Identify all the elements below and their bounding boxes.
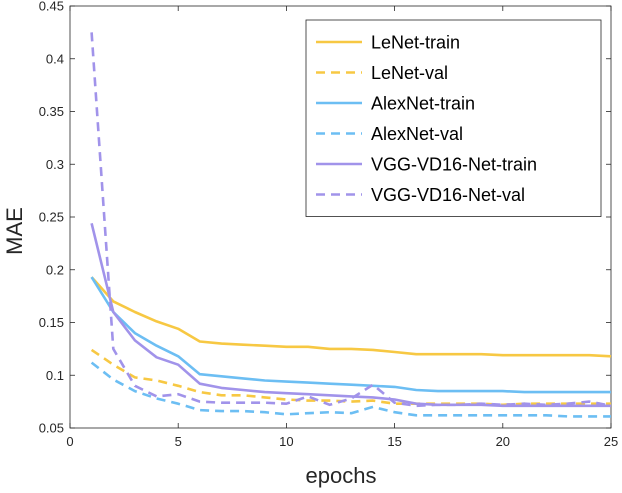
x-tick-label: 5 [175,434,182,449]
series-line-vgg-vd16-net-val [90,32,612,408]
legend-label: AlexNet-val [371,124,463,144]
y-tick-label: 0.35 [39,104,64,119]
y-tick-label: 0.05 [39,421,64,436]
y-tick-label: 0.25 [39,210,64,225]
x-tick-label: 0 [66,434,73,449]
series-line-alexnet-train [90,276,611,394]
legend-label: VGG-VD16-Net-val [371,185,525,205]
tick-layer: 0 5 10 15 20 25 0.05 0.1 0.15 0.2 0.25 0.3 0.35 0.4 0.… [39,0,619,449]
x-axis-title: epochs [306,463,377,488]
x-tick-label: 25 [604,434,618,449]
legend-label: LeNet-train [371,33,460,53]
series-layer [90,32,612,418]
y-tick-label: 0.1 [46,368,64,383]
y-tick-label: 0.3 [46,157,64,172]
legend: LeNet-train LeNet-val AlexNet-train AlexNet… [305,19,602,217]
series-line-lenet-train [90,276,612,358]
y-axis-title: MAE [2,207,27,255]
series-line-alexnet-val [90,361,611,418]
legend-label: VGG-VD16-Net-train [371,155,537,175]
legend-label: LeNet-val [371,63,448,83]
x-tick-label: 20 [496,434,510,449]
y-tick-label: 0.4 [46,51,64,66]
y-tick-label: 0.45 [39,0,64,14]
legend-box [305,19,602,217]
x-tick-label: 15 [387,434,401,449]
y-tick-label: 0.2 [46,262,64,277]
x-tick-label: 10 [279,434,293,449]
y-tick-label: 0.15 [39,315,64,330]
legend-label: AlexNet-train [371,94,475,114]
series-line-vgg-vd16-net-train [90,222,611,408]
